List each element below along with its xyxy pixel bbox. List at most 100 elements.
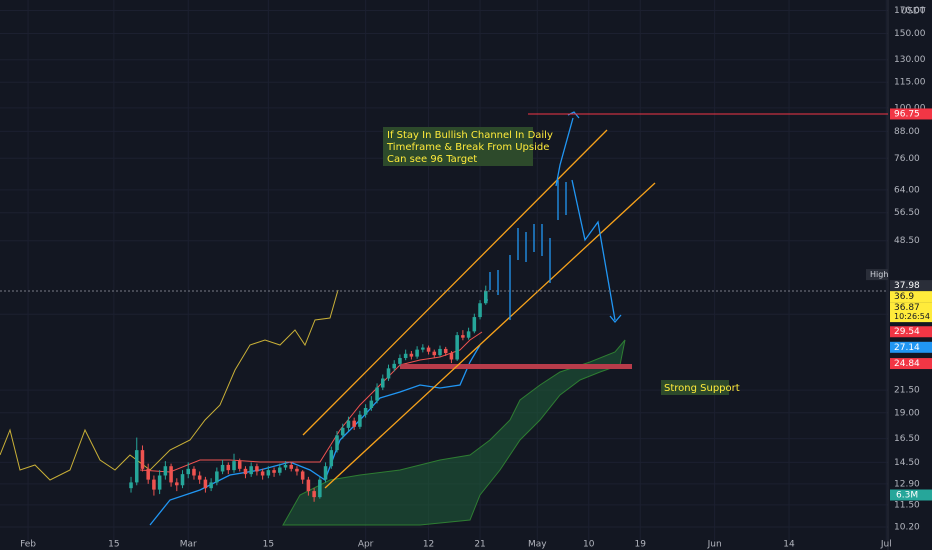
candle-body bbox=[443, 348, 448, 354]
candle-body bbox=[140, 450, 145, 469]
x-tick-label: 10 bbox=[583, 540, 595, 550]
candle-body bbox=[152, 479, 156, 490]
y-tick-label: 10.20 bbox=[894, 522, 920, 532]
price-label: 24.84 bbox=[894, 359, 920, 369]
currency: USDT bbox=[901, 7, 926, 17]
candle-body bbox=[398, 358, 402, 364]
candle-body bbox=[381, 378, 385, 388]
y-tick-label: 64.00 bbox=[894, 185, 920, 195]
candle-body bbox=[455, 335, 459, 360]
x-tick-label: Mar bbox=[180, 540, 197, 550]
candle-body bbox=[329, 450, 334, 467]
annotation-box bbox=[383, 127, 533, 166]
annotation-line: If Stay In Bullish Channel In Daily bbox=[387, 130, 553, 141]
candle-body bbox=[323, 466, 328, 480]
candle-body bbox=[392, 363, 396, 369]
candle-body bbox=[289, 464, 294, 469]
candle-body bbox=[335, 435, 339, 451]
y-tick-label: 21.50 bbox=[894, 386, 920, 396]
annotation-box bbox=[661, 380, 729, 395]
candle-body bbox=[169, 466, 173, 483]
x-tick-label: 14 bbox=[783, 540, 795, 550]
price-label-bg bbox=[890, 280, 932, 292]
price-label: 27.14 bbox=[894, 343, 920, 353]
candle-body bbox=[157, 475, 162, 490]
y-tick-label: 130.00 bbox=[894, 55, 926, 65]
y-tick-label: 88.00 bbox=[894, 127, 920, 137]
candle-body bbox=[232, 461, 236, 471]
price-label-bg bbox=[890, 326, 932, 338]
x-tick-label: Jul bbox=[880, 540, 892, 550]
countdown: 10:26:54 bbox=[894, 312, 930, 321]
price-label: 37.98 bbox=[894, 281, 920, 291]
support-band bbox=[400, 364, 632, 369]
candle-body bbox=[461, 335, 465, 338]
candle-body bbox=[237, 461, 242, 469]
candle-body bbox=[363, 407, 368, 415]
indicator-line bbox=[0, 289, 339, 481]
x-tick-label: May bbox=[528, 540, 547, 550]
candle-body bbox=[272, 470, 276, 473]
candle-body bbox=[409, 353, 414, 357]
price-label-bg bbox=[890, 358, 932, 370]
candle-body bbox=[358, 414, 362, 427]
candle-body bbox=[203, 479, 208, 489]
candle-body bbox=[432, 351, 437, 356]
x-tick-label: Feb bbox=[20, 540, 36, 550]
candle-body bbox=[163, 466, 168, 476]
candle-body bbox=[426, 347, 431, 352]
x-tick-label: 19 bbox=[635, 540, 647, 550]
candle-body bbox=[483, 291, 488, 304]
candle-body bbox=[403, 353, 408, 359]
candle-body bbox=[346, 420, 351, 428]
y-tick-label: 12.90 bbox=[894, 479, 920, 489]
price-label: 36.87 bbox=[894, 303, 920, 313]
y-tick-label: 11.50 bbox=[894, 500, 920, 510]
candle-body bbox=[197, 475, 202, 480]
y-tick-label: 19.00 bbox=[894, 408, 920, 418]
volume-label-bg bbox=[890, 489, 932, 501]
candle-body bbox=[283, 464, 288, 468]
y-tick-label: 56.50 bbox=[894, 208, 920, 218]
annotation-line: Strong Support bbox=[664, 383, 740, 394]
price-label-bg bbox=[890, 302, 932, 323]
candle-body bbox=[186, 468, 191, 475]
y-tick-label: 170.00 bbox=[894, 6, 926, 16]
x-tick-label: Jun bbox=[707, 540, 722, 550]
candle-body bbox=[306, 479, 311, 492]
candle-body bbox=[249, 466, 253, 475]
price-label: 36.9 bbox=[894, 292, 914, 302]
candle-body bbox=[415, 349, 419, 357]
candle-body bbox=[318, 479, 322, 498]
price-label-name: High bbox=[870, 270, 888, 279]
candle-body bbox=[220, 464, 225, 472]
candle-body bbox=[134, 450, 139, 483]
price-axis bbox=[888, 0, 932, 550]
y-tick-label: 115.00 bbox=[894, 78, 926, 88]
x-tick-label: 21 bbox=[474, 540, 485, 550]
annotation-line: Timeframe & Break From Upside bbox=[386, 142, 549, 153]
ichimoku-cloud bbox=[282, 339, 626, 526]
candle-body bbox=[180, 474, 185, 486]
y-tick-label: 76.00 bbox=[894, 154, 920, 164]
candle-body bbox=[266, 470, 271, 476]
price-label-bg bbox=[890, 108, 932, 120]
annotation-line: Can see 96 Target bbox=[387, 154, 477, 165]
candle-body bbox=[255, 466, 259, 472]
y-tick-label: 100.00 bbox=[894, 103, 926, 113]
candle-body bbox=[192, 468, 196, 476]
candle-body bbox=[300, 471, 305, 480]
candle-body bbox=[226, 464, 231, 471]
price-label-bg bbox=[890, 341, 932, 353]
volume-label: 6.3M bbox=[896, 491, 918, 501]
candle-body bbox=[260, 471, 265, 476]
candle-body bbox=[449, 353, 454, 360]
candle-body bbox=[209, 482, 213, 489]
candle-body bbox=[215, 471, 219, 483]
candle-body bbox=[386, 368, 391, 379]
candle-body bbox=[312, 491, 316, 498]
candle-body bbox=[472, 317, 477, 332]
candle-body bbox=[352, 420, 356, 427]
